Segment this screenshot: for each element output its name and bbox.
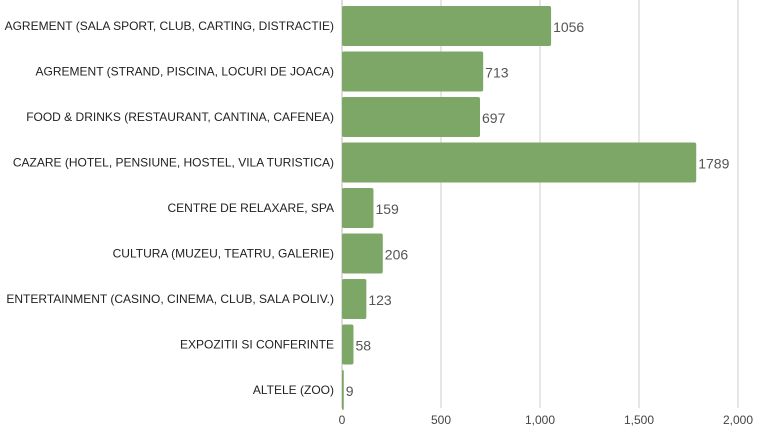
bar [342,97,481,137]
category-label: AGREMENT (SALA SPORT, CLUB, CARTING, DIS… [5,19,334,33]
bar [342,142,697,183]
x-tick-label: 0 [339,413,346,427]
x-tick-label: 500 [431,413,451,427]
bar [342,324,354,365]
x-tick-label: 2,000 [723,413,753,427]
value-label: 9 [346,383,354,399]
x-tick-label: 1,500 [624,413,654,427]
value-label: 1789 [698,156,729,172]
category-label: FOOD & DRINKS (RESTAURANT, CANTINA, CAFE… [26,110,334,124]
x-tick-label: 1,000 [525,413,555,427]
value-label: 206 [385,247,409,263]
category-label: CENTRE DE RELAXARE, SPA [168,201,335,215]
value-label: 159 [375,201,399,217]
category-label: AGREMENT (STRAND, PISCINA, LOCURI DE JOA… [36,65,334,79]
value-label: 1056 [553,19,584,35]
category-label: EXPOZITII SI CONFERINTE [180,338,334,352]
value-label: 713 [485,65,509,81]
bar [342,188,374,228]
value-label: 697 [482,110,506,126]
bar-layer [342,6,697,410]
category-label: ENTERTAINMENT (CASINO, CINEMA, CLUB, SAL… [6,292,334,306]
bar [342,6,552,46]
bar [342,279,367,319]
category-label: ALTELE (ZOO) [253,383,334,397]
bar [342,233,383,274]
bar [342,370,344,410]
category-label: CULTURA (MUZEU, TEATRU, GALERIE) [113,247,334,261]
label-layer: AGREMENT (SALA SPORT, CLUB, CARTING, DIS… [5,19,730,399]
category-label: CAZARE (HOTEL, PENSIUNE, HOSTEL, VILA TU… [13,156,334,170]
value-label: 58 [355,338,371,354]
value-label: 123 [368,292,392,308]
bar [342,51,484,92]
x-axis-ticks: 0 500 1,000 1,500 2,000 [339,413,754,427]
